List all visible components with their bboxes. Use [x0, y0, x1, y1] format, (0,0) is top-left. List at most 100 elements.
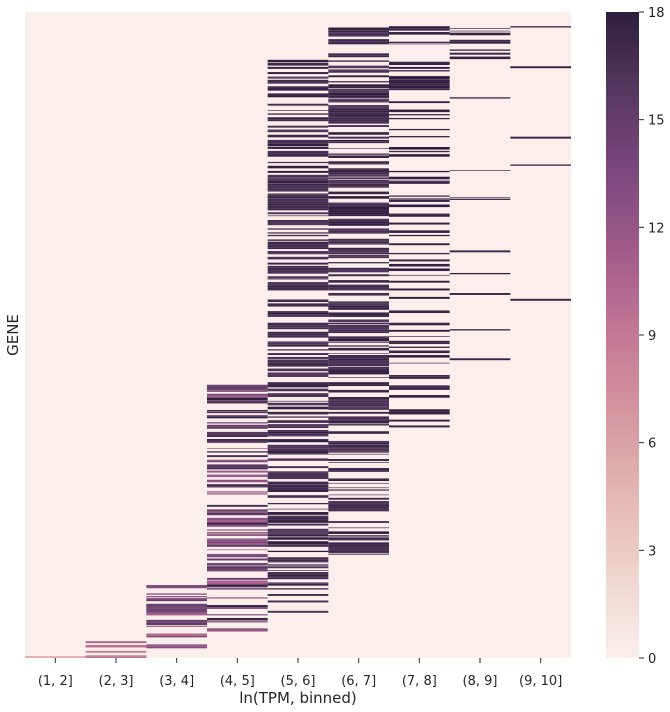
- heatmap-cell: [267, 406, 329, 410]
- heatmap-cell: [328, 470, 389, 472]
- heatmap-cell: [328, 172, 389, 174]
- heatmap-cell: [207, 397, 268, 401]
- heatmap-cell: [328, 479, 389, 481]
- heatmap-cell: [207, 440, 268, 443]
- heatmap-cell: [389, 41, 450, 44]
- heatmap-cell: [267, 170, 329, 173]
- heatmap-cell: [389, 83, 450, 86]
- heatmap-cell: [207, 522, 268, 525]
- heatmap-cell: [389, 85, 450, 89]
- heatmap-cell: [328, 169, 389, 173]
- heatmap-cell: [207, 424, 268, 428]
- heatmap-cell: [267, 388, 329, 391]
- heatmap-cell: [207, 558, 268, 561]
- heatmap-cell: [328, 313, 389, 316]
- heatmap-cell: [449, 30, 511, 32]
- heatmap-cell: [328, 132, 389, 135]
- heatmap-cell: [267, 174, 329, 178]
- heatmap-cell: [207, 553, 268, 556]
- heatmap-cell: [328, 444, 389, 445]
- heatmap-cell: [267, 533, 329, 535]
- heatmap-cell: [267, 416, 329, 418]
- heatmap-cell: [389, 296, 450, 299]
- heatmap-cell: [328, 110, 389, 113]
- heatmap-cell: [267, 344, 329, 347]
- heatmap-cell: [207, 524, 268, 527]
- heatmap-cell: [328, 542, 389, 545]
- heatmap-cell: [449, 170, 511, 171]
- heatmap-cell: [328, 482, 389, 484]
- heatmap-cell: [328, 27, 389, 31]
- heatmap-cell: [207, 411, 268, 412]
- heatmap-cell: [389, 411, 450, 415]
- heatmap-cell: [146, 585, 207, 586]
- heatmap-cell: [267, 557, 329, 560]
- heatmap-cell: [389, 336, 450, 337]
- heatmap-cell: [389, 263, 450, 267]
- heatmap-cell: [328, 186, 389, 188]
- heatmap-cell: [328, 116, 389, 118]
- heatmap-cell: [328, 501, 389, 504]
- heatmap-cell: [449, 272, 511, 275]
- heatmap-cell: [267, 559, 329, 562]
- heatmap-cell: [207, 568, 268, 572]
- heatmap-cell: [267, 576, 329, 578]
- heatmap-cell: [267, 234, 329, 237]
- heatmap-cell: [267, 582, 329, 584]
- heatmap-cell: [267, 570, 329, 571]
- heatmap-cell: [267, 190, 329, 192]
- colorbar-tick-label: 12: [648, 221, 665, 236]
- heatmap-cell: [207, 584, 268, 587]
- heatmap-cell: [328, 254, 389, 257]
- heatmap-cell: [267, 240, 329, 242]
- heatmap-cell: [328, 424, 389, 426]
- heatmap-cell: [328, 355, 389, 357]
- heatmap-cell: [267, 220, 329, 222]
- heatmap-cell: [328, 155, 389, 158]
- heatmap-cell: [207, 614, 268, 616]
- heatmap-cell: [146, 645, 207, 648]
- heatmap-cell: [389, 288, 450, 291]
- heatmap-cell: [328, 202, 389, 204]
- heatmap-cell: [207, 535, 268, 536]
- heatmap-cell: [207, 588, 268, 590]
- heatmap-cell: [267, 362, 329, 366]
- heatmap-cell: [267, 573, 329, 575]
- heatmap-cell: [328, 342, 389, 343]
- heatmap-cell: [449, 197, 511, 199]
- heatmap-cell: [328, 294, 389, 296]
- heatmap-cell: [389, 76, 450, 80]
- heatmap-cell: [328, 537, 389, 538]
- heatmap-cell: [207, 409, 268, 412]
- heatmap-cell: [267, 194, 329, 197]
- heatmap-cell: [328, 497, 389, 500]
- heatmap-cell: [267, 566, 329, 568]
- heatmap-cell: [267, 205, 329, 209]
- heatmap-cell: [267, 512, 329, 515]
- heatmap-cell: [207, 621, 268, 623]
- heatmap-cell: [328, 33, 389, 36]
- colorbar-tick-label: 3: [648, 544, 656, 559]
- heatmap-cell: [267, 528, 329, 531]
- heatmap-cell: [267, 532, 329, 533]
- heatmap-cell: [267, 178, 329, 181]
- heatmap-cell: [207, 614, 268, 615]
- heatmap-cell: [389, 101, 450, 102]
- heatmap-cell: [207, 581, 268, 585]
- heatmap-cell: [25, 656, 86, 658]
- heatmap-cell: [328, 416, 389, 419]
- heatmap-cell: [146, 636, 207, 638]
- heatmap-cell: [389, 214, 450, 217]
- heatmap-cell: [328, 67, 389, 69]
- x-tick-label: (1, 2]: [38, 674, 73, 689]
- heatmap-cell: [328, 331, 389, 334]
- heatmap-cell: [328, 319, 389, 323]
- heatmap-cell: [207, 395, 268, 398]
- heatmap-cell: [328, 53, 389, 56]
- heatmap-cell: [85, 645, 147, 648]
- heatmap-cell: [267, 165, 329, 169]
- heatmap-cell: [267, 327, 329, 329]
- heatmap-cell: [328, 453, 389, 455]
- heatmap-cell: [267, 508, 329, 510]
- heatmap-cell: [328, 400, 389, 403]
